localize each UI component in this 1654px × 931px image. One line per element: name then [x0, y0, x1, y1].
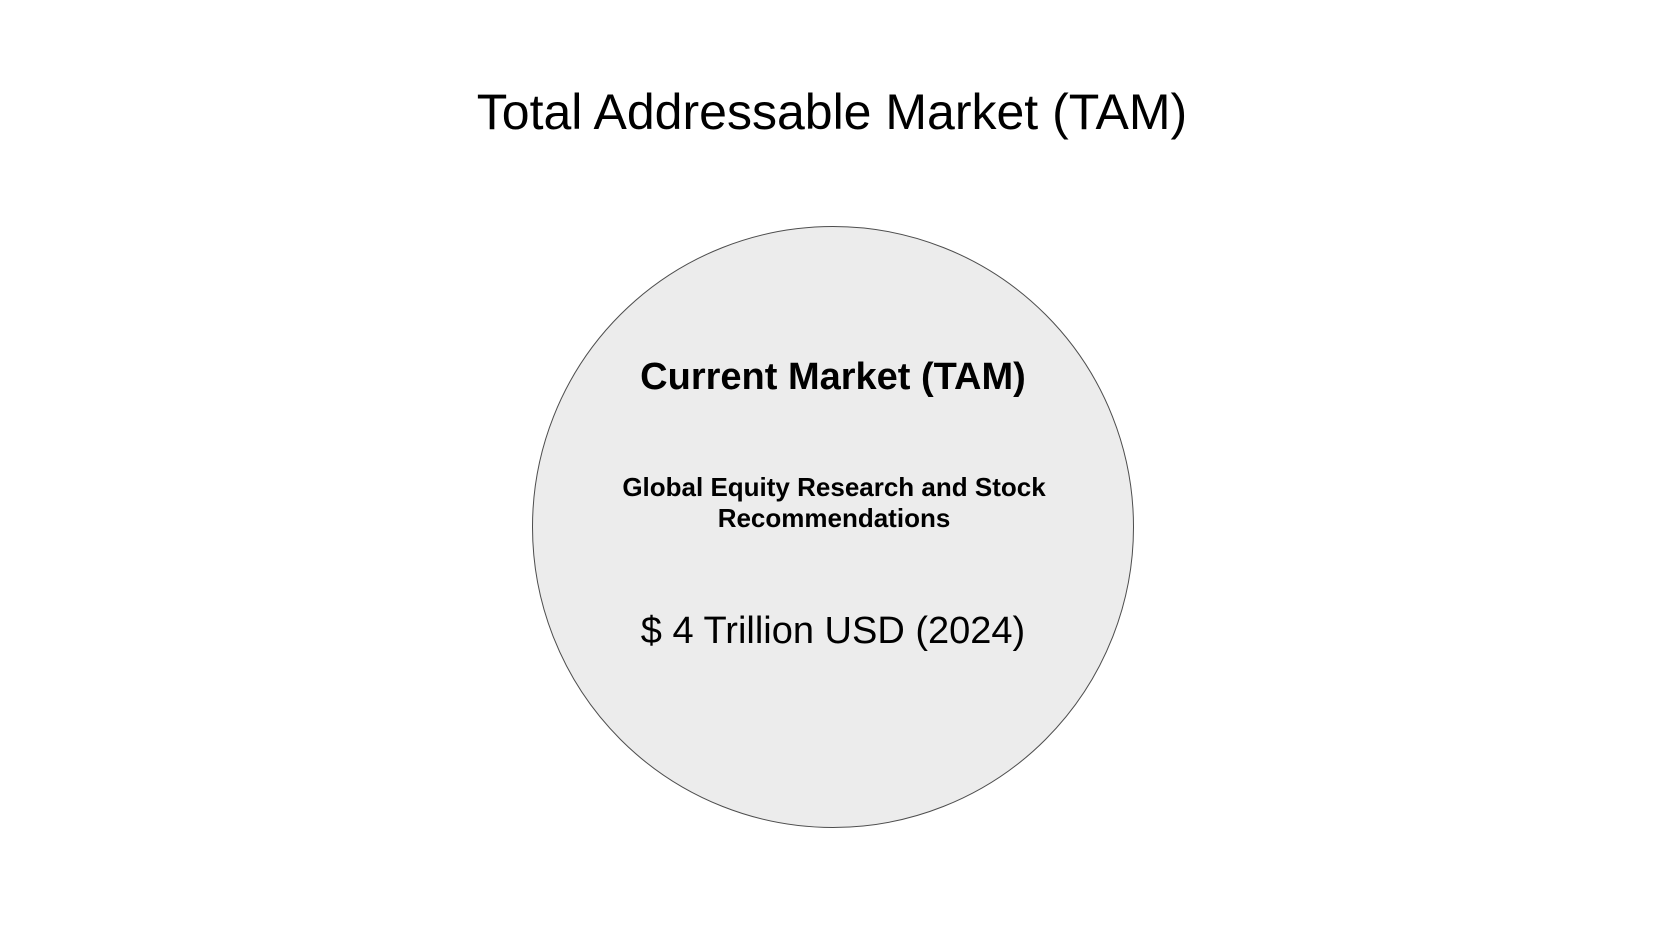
slide-title: Total Addressable Market (TAM)	[476, 84, 1188, 140]
circle-heading: Current Market (TAM)	[640, 356, 1026, 398]
circle-description: Global Equity Research and Stock Recomme…	[622, 472, 1046, 533]
circle-value: $ 4 Trillion USD (2024)	[640, 610, 1026, 652]
tam-circle: Current Market (TAM) Global Equity Resea…	[532, 226, 1134, 828]
